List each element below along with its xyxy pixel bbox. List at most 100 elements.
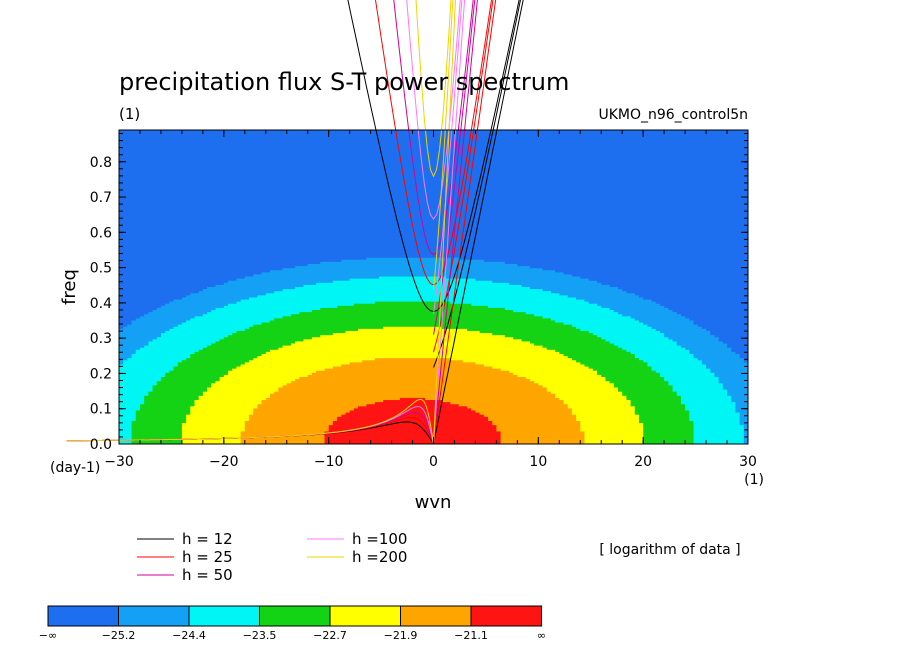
heatmap-cell bbox=[160, 379, 221, 382]
heatmap-cell bbox=[743, 427, 748, 430]
heatmap-cell bbox=[119, 150, 748, 154]
heatmap-cell bbox=[119, 245, 748, 248]
heatmap-cell bbox=[119, 163, 748, 167]
heatmap-cell bbox=[144, 314, 204, 317]
heatmap-cell bbox=[119, 295, 187, 299]
heatmap-cell bbox=[697, 358, 745, 361]
heatmap-cell bbox=[689, 410, 737, 414]
heatmap-cell bbox=[131, 423, 183, 426]
heatmap-cell bbox=[588, 366, 653, 370]
heatmap-cell bbox=[119, 153, 748, 156]
heatmap-cell bbox=[651, 368, 711, 372]
heatmap-cell bbox=[500, 435, 586, 439]
heatmap-cell bbox=[186, 320, 271, 324]
heatmap-cell bbox=[135, 351, 196, 355]
heatmap-cell bbox=[529, 266, 748, 269]
heatmap-cell bbox=[119, 207, 748, 211]
heatmap-cell bbox=[295, 287, 531, 290]
heatmap-cell bbox=[119, 347, 141, 351]
heatmap-cell bbox=[685, 406, 737, 410]
heatmap-cell bbox=[177, 362, 246, 366]
colorbar-swatch bbox=[329, 605, 401, 627]
heatmap-cell bbox=[160, 335, 229, 338]
heatmap-cell bbox=[542, 345, 619, 349]
heatmap-cell bbox=[517, 374, 602, 378]
heatmap-cell bbox=[186, 295, 258, 299]
heatmap-cell bbox=[119, 393, 149, 397]
heatmap-cell bbox=[622, 314, 682, 317]
heatmap-cell bbox=[701, 326, 748, 330]
heatmap-cell bbox=[630, 351, 690, 355]
heatmap-cell bbox=[504, 261, 748, 265]
heatmap-cell bbox=[190, 353, 263, 357]
heatmap-cell bbox=[492, 333, 594, 336]
heatmap-cell bbox=[248, 414, 342, 418]
heatmap-cell bbox=[609, 307, 669, 311]
heatmap-cell bbox=[299, 312, 527, 315]
heatmap-cell bbox=[119, 165, 748, 169]
heatmap-cell bbox=[332, 423, 493, 426]
heatmap-cell bbox=[295, 379, 531, 382]
heatmap-cell bbox=[467, 328, 581, 332]
heatmap-cell bbox=[685, 316, 748, 319]
heatmap-cell bbox=[588, 301, 657, 305]
heatmap-cell bbox=[119, 178, 748, 181]
heatmap-cell bbox=[689, 351, 737, 355]
heatmap-cell bbox=[693, 439, 745, 443]
dispersion-curve bbox=[415, 0, 452, 178]
colorbar: −∞ −25.2 −24.4 −23.5 −22.7 −21.9 −21.1 ∞ bbox=[39, 605, 546, 642]
heatmap-cell bbox=[119, 186, 748, 190]
heatmap-cell bbox=[211, 383, 288, 386]
heatmap-cell bbox=[119, 333, 162, 336]
heatmap-cell bbox=[718, 339, 748, 343]
heatmap-cell bbox=[668, 381, 720, 384]
heatmap-cell bbox=[710, 333, 748, 336]
heatmap-cell bbox=[584, 433, 644, 437]
data-note: [ logarithm of data ] bbox=[599, 542, 740, 558]
heatmap-cell bbox=[261, 272, 565, 276]
colorbar-label: ∞ bbox=[537, 629, 546, 642]
heatmap-cell bbox=[571, 408, 636, 412]
heatmap-cell bbox=[500, 431, 586, 435]
axis-ticks: −30 −20 −10 0 10 20 30 0.0 0.1 0.2 0.3 0.4 0.5 0.6 0.7… bbox=[90, 130, 757, 470]
heatmap-cell bbox=[119, 226, 748, 229]
heatmap-cell bbox=[131, 431, 183, 435]
dispersion-curve bbox=[393, 0, 474, 256]
heatmap-cell bbox=[638, 420, 695, 424]
heatmap-cell bbox=[542, 268, 748, 271]
heatmap-cell bbox=[546, 387, 619, 391]
heatmap-cell bbox=[555, 270, 748, 273]
heatmap-cell bbox=[207, 387, 279, 391]
heatmap-cell bbox=[701, 362, 748, 366]
heatmap-cell bbox=[345, 330, 481, 334]
heatmap-cell bbox=[190, 410, 254, 414]
heatmap-cell bbox=[508, 282, 602, 286]
heatmap-cell bbox=[119, 249, 748, 253]
heatmap-cell bbox=[500, 433, 586, 437]
heatmap-cell bbox=[655, 328, 707, 332]
heatmap-cell bbox=[215, 381, 292, 384]
heatmap-cell bbox=[144, 397, 200, 401]
heatmap-cell bbox=[622, 391, 678, 395]
heatmap-cell bbox=[244, 328, 359, 332]
heatmap-cell bbox=[668, 337, 720, 340]
heatmap-cell bbox=[119, 268, 284, 271]
heatmap-cell bbox=[119, 335, 162, 338]
heatmap-cell bbox=[119, 215, 748, 219]
heatmap-cell bbox=[731, 395, 748, 399]
heatmap-cell bbox=[211, 385, 284, 389]
heatmap-cell bbox=[739, 423, 748, 426]
heatmap-cell bbox=[248, 418, 338, 422]
heatmap-cell bbox=[119, 205, 748, 209]
heatmap-cell bbox=[269, 320, 556, 324]
y-tick-label: 0.3 bbox=[90, 331, 112, 347]
heatmap-cell bbox=[349, 410, 477, 414]
heatmap-cell bbox=[332, 366, 493, 370]
heatmap-cell bbox=[244, 427, 330, 430]
heatmap-cell bbox=[194, 404, 258, 407]
heatmap-cell bbox=[119, 395, 145, 399]
heatmap-cell bbox=[618, 312, 678, 315]
heatmap-cell bbox=[727, 343, 748, 347]
heatmap-cell bbox=[735, 408, 748, 412]
heatmap-cell bbox=[194, 400, 263, 403]
